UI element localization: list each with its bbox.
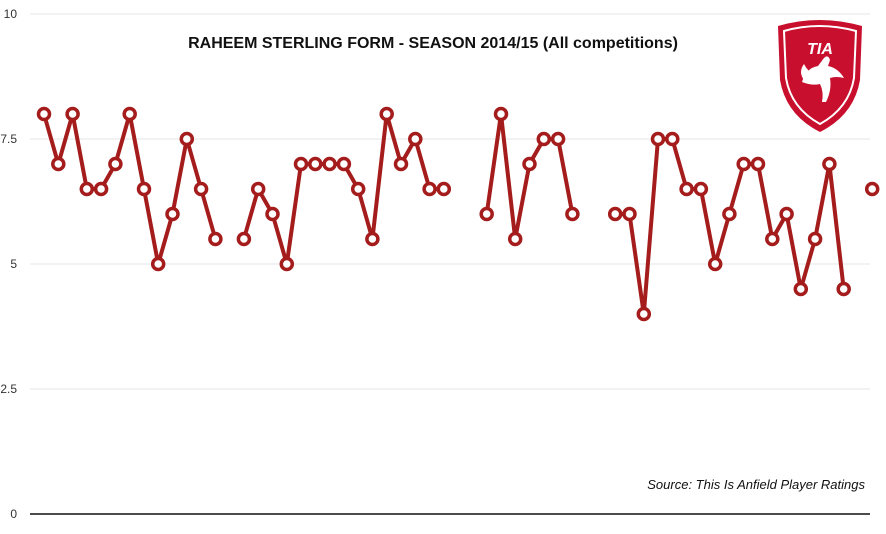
data-point-8 [150, 256, 166, 272]
data-point-5 [108, 156, 123, 172]
data-point-26 [408, 131, 423, 147]
data-point-17 [279, 256, 295, 272]
data-point-41 [622, 206, 637, 222]
data-point-53 [793, 281, 809, 297]
liverbird-wing [801, 64, 814, 80]
liverbird-silhouette [802, 56, 844, 102]
data-point-12 [208, 231, 223, 247]
data-point-28 [436, 181, 452, 197]
data-point-1 [51, 156, 66, 172]
data-point-0 [36, 106, 52, 122]
y-tick-label-4: 10 [4, 7, 18, 21]
y-tick-label-3: 7.5 [0, 132, 17, 146]
data-point-45 [679, 181, 694, 197]
data-point-18 [293, 156, 309, 172]
data-point-9 [165, 206, 180, 222]
data-point-31 [479, 206, 494, 222]
source-note: Source: This Is Anfield Player Ratings [647, 477, 865, 492]
data-point-22 [350, 181, 366, 197]
data-point-19 [308, 156, 323, 172]
data-point-4 [93, 181, 109, 197]
data-point-52 [779, 206, 794, 222]
data-point-35 [536, 131, 552, 147]
data-point-27 [422, 181, 437, 197]
data-point-25 [393, 156, 409, 172]
data-point-14 [236, 231, 252, 247]
data-point-42 [636, 306, 652, 322]
data-point-20 [322, 156, 337, 172]
series-line-segment-3 [615, 137, 846, 315]
data-point-7 [136, 181, 152, 197]
data-point-44 [665, 131, 680, 147]
data-point-2 [65, 106, 80, 122]
data-point-58 [864, 181, 880, 197]
gridlines [30, 13, 870, 390]
logo-text: TIA [807, 41, 833, 58]
data-point-43 [650, 131, 666, 147]
data-point-34 [522, 156, 537, 172]
y-tick-label-2: 5 [10, 257, 17, 271]
data-point-50 [750, 156, 766, 172]
data-point-55 [822, 156, 837, 172]
data-point-36 [550, 131, 566, 147]
data-point-32 [493, 106, 509, 122]
data-point-3 [79, 181, 95, 197]
series-forms [36, 106, 880, 322]
data-point-37 [565, 206, 580, 222]
tia-logo: TIA [778, 20, 862, 132]
y-axis-ticks: 0 2.5 5 7.5 10 [0, 7, 17, 521]
y-tick-label-0: 0 [10, 507, 17, 521]
data-point-46 [693, 181, 709, 197]
data-point-40 [607, 206, 623, 222]
crest-inner-border [782, 25, 858, 126]
chart-title: RAHEEM STERLING FORM - SEASON 2014/15 (A… [188, 35, 678, 52]
data-point-15 [250, 181, 266, 197]
data-point-47 [707, 256, 723, 272]
data-point-56 [836, 281, 851, 297]
data-point-48 [722, 206, 737, 222]
data-point-33 [507, 231, 523, 247]
data-point-51 [765, 231, 780, 247]
data-point-54 [807, 231, 823, 247]
data-point-11 [193, 181, 209, 197]
data-point-21 [336, 156, 352, 172]
data-point-49 [736, 156, 751, 172]
data-point-10 [179, 131, 195, 147]
data-point-23 [365, 231, 380, 247]
data-point-16 [265, 206, 280, 222]
data-point-6 [122, 106, 137, 122]
y-tick-label-1: 2.5 [0, 382, 17, 396]
data-point-24 [379, 106, 394, 122]
